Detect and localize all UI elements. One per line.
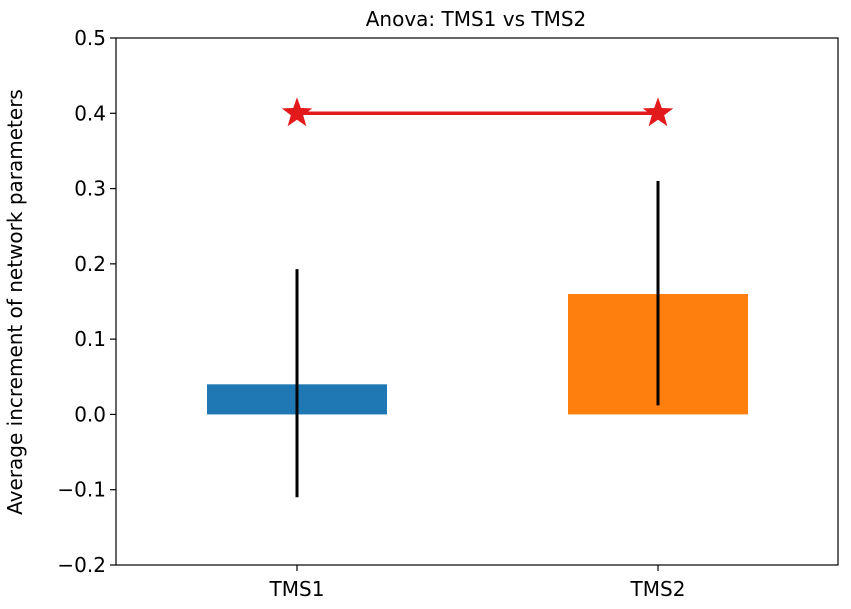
y-tick-label: 0.4 <box>74 101 106 125</box>
y-tick-label: 0.5 <box>74 26 106 50</box>
x-tick-label: TMS1 <box>269 577 325 601</box>
y-axis-label: Average increment of network parameters <box>3 89 27 515</box>
x-tick-label: TMS2 <box>630 577 686 601</box>
plot-area: −0.2 −0.1 0.0 0.1 0.2 0.3 0.4 0.5 TMS1 TMS2 <box>57 26 748 601</box>
y-tick-label: 0.2 <box>74 252 106 276</box>
y-tick-label: 0.3 <box>74 177 106 201</box>
significance-star-icon <box>281 97 313 127</box>
chart-title: Anova: TMS1 vs TMS2 <box>366 7 587 31</box>
significance-star-icon <box>642 97 674 127</box>
y-tick-label: −0.2 <box>57 553 106 577</box>
y-tick-label: 0.0 <box>74 402 106 426</box>
y-tick-label: 0.1 <box>74 327 106 351</box>
axes-frame <box>115 37 839 566</box>
y-tick-label: −0.1 <box>57 478 106 502</box>
